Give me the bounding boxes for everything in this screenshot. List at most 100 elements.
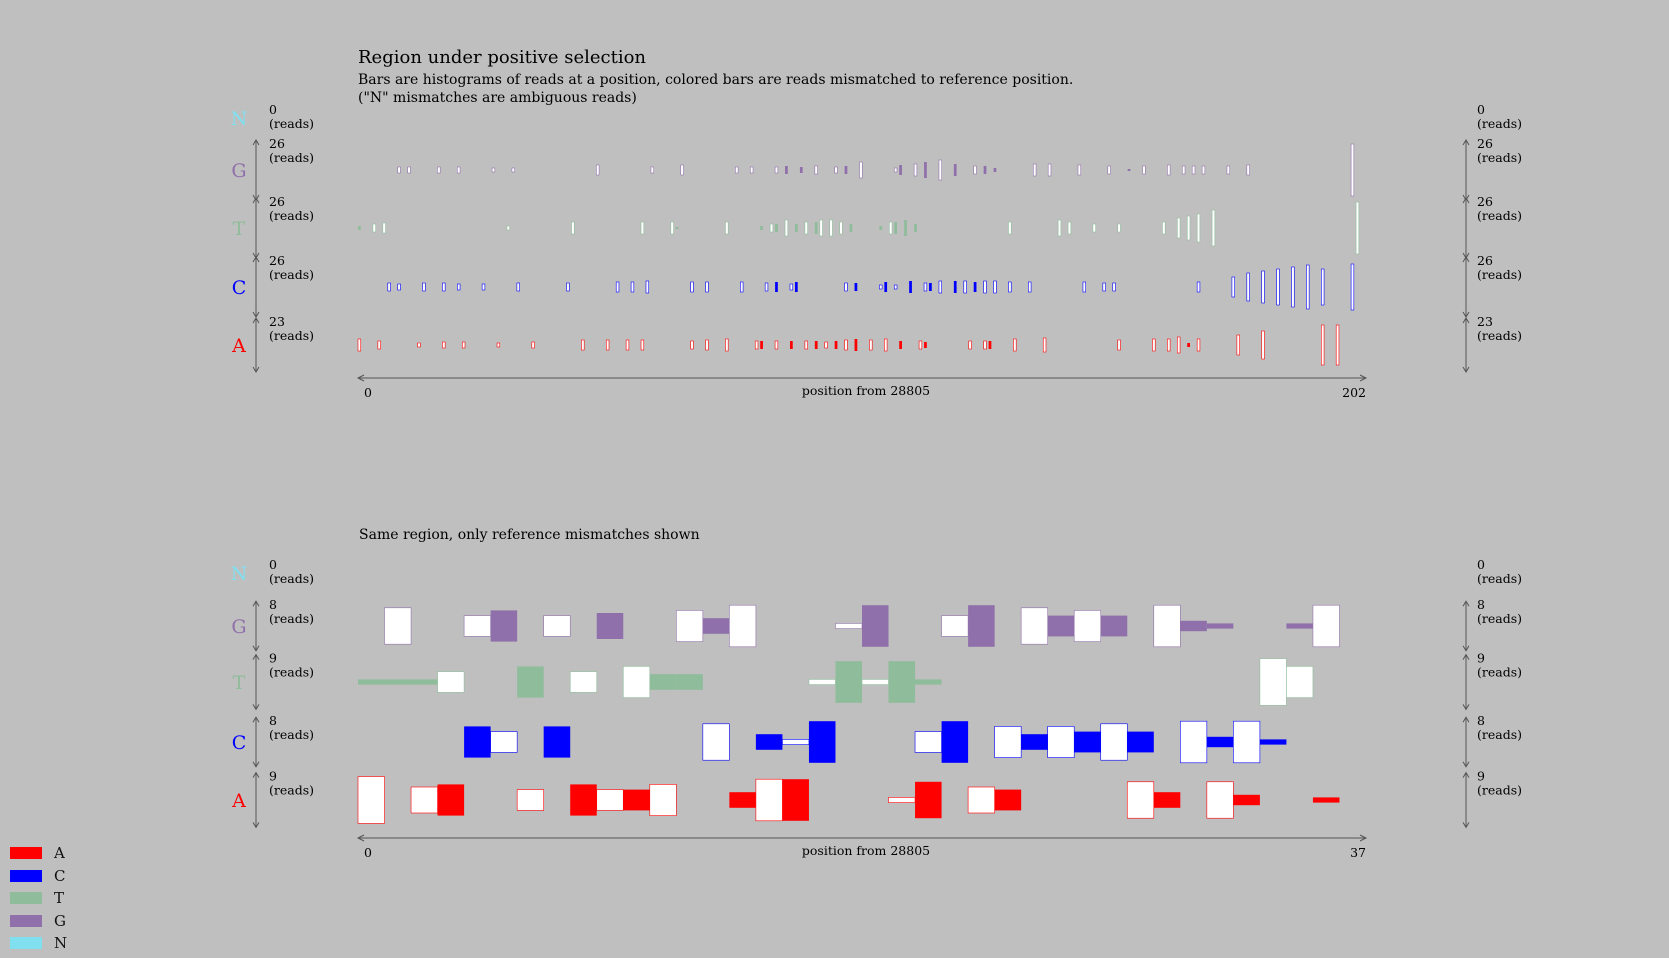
bar-G-pos-109 bbox=[899, 165, 902, 175]
track-extent-arrow-A-right bbox=[1462, 317, 1470, 373]
bar-G-pos-92 bbox=[814, 165, 818, 175]
bar-A-pos-126 bbox=[983, 340, 987, 350]
bar-C-pos-179 bbox=[1246, 272, 1250, 302]
bar-T-pos-3 bbox=[437, 671, 465, 693]
bar-C-pos-185 bbox=[1276, 268, 1280, 306]
bar-C-pos-24 bbox=[994, 726, 1022, 758]
bar-A-pos-106 bbox=[884, 338, 888, 352]
bar-C-pos-108 bbox=[893, 284, 898, 290]
bar-C-pos-82 bbox=[764, 282, 769, 292]
bar-T-pos-2 bbox=[411, 679, 438, 685]
bar-C-pos-33 bbox=[1233, 720, 1261, 764]
track-reads-unit-C-left: (reads) bbox=[269, 727, 314, 742]
bar-A-pos-103 bbox=[869, 339, 873, 351]
track-extent-arrow-G-right bbox=[1462, 139, 1470, 201]
bar-A-pos-35 bbox=[531, 341, 535, 349]
panel1-tick-end: 202 bbox=[1342, 385, 1366, 400]
track-A: A9(reads)9(reads) bbox=[231, 769, 1522, 829]
bar-A-pos-21 bbox=[461, 341, 466, 349]
bar-C-pos-111 bbox=[909, 281, 912, 293]
bar-T-pos-63 bbox=[670, 221, 674, 235]
bar-C-pos-152 bbox=[1112, 282, 1116, 292]
track-N: N 0(reads)0(reads) bbox=[231, 102, 1522, 131]
bar-A-pos-165 bbox=[1177, 336, 1181, 354]
bar-A-pos-23 bbox=[967, 786, 995, 814]
bar-A-pos-109 bbox=[899, 341, 902, 349]
bar-C-pos-117 bbox=[938, 280, 942, 294]
bar-T-pos-1 bbox=[384, 679, 412, 685]
legend-swatch-C bbox=[10, 869, 42, 882]
track-reads-unit-N-right: (reads) bbox=[1477, 571, 1522, 586]
bar-T-pos-34 bbox=[1259, 658, 1287, 706]
track-T: T9(reads)9(reads) bbox=[233, 651, 1522, 711]
track-letter-N: N bbox=[231, 108, 248, 130]
track-extent-arrow-A-left bbox=[252, 317, 260, 373]
bar-A-pos-177 bbox=[1236, 334, 1240, 356]
track-T: T26(reads)26(reads) bbox=[233, 194, 1522, 259]
bar-C-pos-200 bbox=[1350, 263, 1355, 311]
bar-C-pos-87 bbox=[789, 283, 794, 291]
bar-T-pos-143 bbox=[1067, 221, 1072, 235]
bar-C-pos-55 bbox=[630, 281, 635, 293]
track-extent-arrow-G-left bbox=[252, 600, 260, 652]
track-max-reads-N-right: 0 bbox=[1477, 102, 1485, 117]
bar-C-pos-26 bbox=[1047, 726, 1075, 758]
legend-label-A: A bbox=[54, 844, 65, 863]
bar-G-pos-166 bbox=[1181, 165, 1186, 175]
bar-G-pos-98 bbox=[844, 166, 848, 174]
track-G: G26(reads)26(reads) bbox=[231, 136, 1522, 201]
bar-T-pos-0 bbox=[358, 226, 361, 230]
bar-A-pos-54 bbox=[625, 339, 630, 351]
track-max-reads-N-left: 0 bbox=[269, 557, 277, 572]
track-extent-arrow-A-left bbox=[252, 771, 260, 829]
bar-C-pos-120 bbox=[953, 281, 957, 293]
track-max-reads-N-right: 0 bbox=[1477, 557, 1485, 572]
bar-G-pos-4 bbox=[463, 615, 491, 637]
bar-C-pos-15 bbox=[755, 734, 783, 750]
bar-A-pos-80 bbox=[754, 340, 759, 350]
bar-A-pos-127 bbox=[988, 341, 992, 349]
bar-A-pos-3 bbox=[437, 784, 465, 816]
bar-T-pos-88 bbox=[794, 224, 798, 232]
bar-T-pos-108 bbox=[894, 222, 898, 234]
bar-G-pos-1 bbox=[384, 607, 412, 645]
bar-T-pos-90 bbox=[804, 221, 808, 235]
track-letter-G: G bbox=[231, 160, 246, 182]
bar-A-pos-74 bbox=[725, 338, 729, 352]
track-letter-G: G bbox=[231, 616, 246, 638]
track-letter-C: C bbox=[232, 277, 247, 299]
bar-A-pos-70 bbox=[705, 339, 709, 351]
track-max-reads-C-left: 26 bbox=[269, 253, 285, 268]
bar-A-pos-169 bbox=[1196, 338, 1201, 352]
bar-C-pos-5 bbox=[490, 731, 518, 753]
bar-A-pos-36 bbox=[1312, 797, 1340, 803]
bar-T-pos-21 bbox=[915, 679, 942, 685]
track-extent-arrow-T-right bbox=[1462, 653, 1470, 711]
bar-C-pos-4 bbox=[464, 726, 491, 758]
track-extent-arrow-T-left bbox=[252, 653, 260, 711]
bar-T-pos-93 bbox=[819, 219, 823, 237]
bar-T-pos-35 bbox=[1286, 666, 1314, 698]
bar-T-pos-97 bbox=[839, 221, 843, 235]
track-max-reads-G-right: 8 bbox=[1477, 597, 1485, 612]
bar-C-pos-20 bbox=[457, 283, 461, 291]
bar-T-pos-201 bbox=[1355, 201, 1360, 255]
bar-C-pos-34 bbox=[1259, 739, 1287, 745]
bar-C-pos-124 bbox=[973, 282, 977, 292]
bar-C-pos-77 bbox=[740, 281, 744, 293]
bar-G-pos-158 bbox=[1142, 165, 1146, 175]
bar-A-pos-33 bbox=[1233, 794, 1260, 806]
bar-G-pos-22 bbox=[941, 615, 969, 637]
bar-C-pos-31 bbox=[1180, 720, 1208, 764]
bar-T-pos-30 bbox=[506, 225, 510, 231]
bar-G-pos-26 bbox=[1047, 615, 1075, 637]
track-reads-unit-C-right: (reads) bbox=[1477, 727, 1522, 742]
bar-T-pos-105 bbox=[879, 226, 883, 230]
track-max-reads-A-right: 23 bbox=[1477, 314, 1493, 329]
bar-C-pos-84 bbox=[775, 282, 778, 292]
bar-T-pos-95 bbox=[829, 219, 833, 237]
panel1-subtitle-line2: ("N" mismatches are ambiguous reads) bbox=[358, 90, 637, 106]
bar-C-pos-16 bbox=[782, 739, 810, 745]
bar-G-pos-31 bbox=[511, 167, 515, 173]
bar-T-pos-112 bbox=[914, 224, 917, 232]
